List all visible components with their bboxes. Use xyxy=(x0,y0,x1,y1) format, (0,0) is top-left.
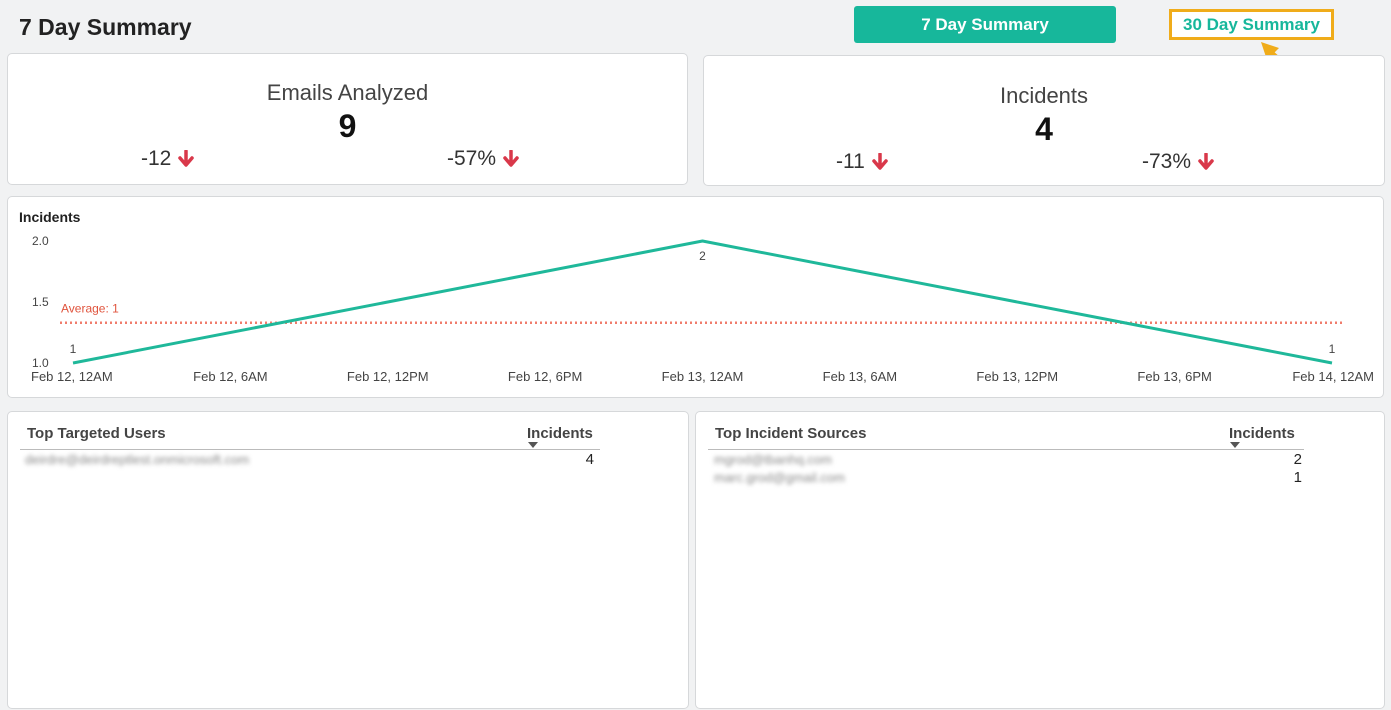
arrow-down-icon xyxy=(503,150,519,167)
incident-sources-title: Top Incident Sources xyxy=(715,425,867,442)
data-label: 1 xyxy=(70,342,77,356)
arrow-down-icon xyxy=(178,150,195,167)
data-label: 1 xyxy=(1329,342,1336,356)
x-tick-label: Feb 12, 6AM xyxy=(193,369,267,384)
arrow-down-icon xyxy=(872,153,888,170)
targeted-users-incidents-header[interactable]: Incidents xyxy=(527,425,593,442)
x-tick-label: Feb 13, 12AM xyxy=(662,369,744,384)
targeted-user-name: deirdre@deirdreptlest.onmicrosoft.com xyxy=(25,452,250,467)
emails-delta-abs: -12 xyxy=(141,147,195,171)
chart-title: Incidents xyxy=(19,209,81,225)
incidents-chart-panel: Incidents 2.0 1.5 1.0 Feb 12, 12AM Feb 12, 6… xyxy=(7,196,1384,398)
incidents-delta-pct-text: -73% xyxy=(1142,150,1192,173)
y-tick-label: 1.0 xyxy=(32,356,49,370)
sort-caret-icon[interactable] xyxy=(1230,442,1240,448)
emails-delta-pct-text: -57% xyxy=(447,147,497,170)
targeted-users-title: Top Targeted Users xyxy=(27,425,166,442)
x-tick-label: Feb 13, 12PM xyxy=(976,369,1058,384)
page-title: 7 Day Summary xyxy=(19,14,192,40)
divider xyxy=(20,449,600,450)
x-tick-label: Feb 12, 12AM xyxy=(31,369,113,384)
divider xyxy=(708,449,1304,450)
emails-analyzed-card: Emails Analyzed 9 -12 -57% xyxy=(7,53,688,185)
incidents-delta-abs-text: -11 xyxy=(836,150,865,173)
incident-source-count: 2 xyxy=(1293,451,1302,468)
x-tick-label: Feb 14, 12AM xyxy=(1292,369,1374,384)
incident-source-name: marc.grod@gmail.com xyxy=(714,470,845,485)
data-label: 2 xyxy=(699,249,706,263)
x-tick-label: Feb 12, 6PM xyxy=(508,369,582,384)
incident-sources-incidents-header[interactable]: Incidents xyxy=(1229,425,1295,442)
incidents-delta-abs: -11 xyxy=(836,150,889,174)
arrow-down-icon xyxy=(1198,153,1214,170)
average-label: Average: 1 xyxy=(61,302,119,316)
thirty-day-summary-button[interactable]: 30 Day Summary xyxy=(1169,9,1334,40)
x-tick-label: Feb 13, 6PM xyxy=(1137,369,1211,384)
emails-analyzed-value: 9 xyxy=(338,108,357,144)
sort-caret-icon[interactable] xyxy=(528,442,538,448)
top-incident-sources-panel: Top Incident Sources Incidents mgrod@tba… xyxy=(695,411,1385,709)
emails-delta-abs-text: -12 xyxy=(141,147,172,170)
series-line xyxy=(72,239,1333,365)
targeted-user-count: 4 xyxy=(585,451,594,468)
y-tick-label: 1.5 xyxy=(32,295,49,309)
top-targeted-users-panel: Top Targeted Users Incidents deirdre@dei… xyxy=(7,411,689,709)
x-tick-label: Feb 12, 12PM xyxy=(347,369,429,384)
incidents-delta-pct: -73% xyxy=(1142,150,1215,174)
emails-delta-pct: -57% xyxy=(447,147,520,171)
y-tick-label: 2.0 xyxy=(32,234,49,248)
emails-analyzed-title: Emails Analyzed xyxy=(266,80,429,105)
incidents-title: Incidents xyxy=(999,83,1089,108)
incidents-value: 4 xyxy=(1035,111,1053,147)
seven-day-summary-button[interactable]: 7 Day Summary xyxy=(854,6,1116,43)
incidents-card: Incidents 4 -11 -73% xyxy=(703,55,1385,186)
incident-source-count: 1 xyxy=(1293,469,1302,486)
incident-source-name: mgrod@tbanhq.com xyxy=(714,452,832,467)
x-tick-label: Feb 13, 6AM xyxy=(823,369,897,384)
